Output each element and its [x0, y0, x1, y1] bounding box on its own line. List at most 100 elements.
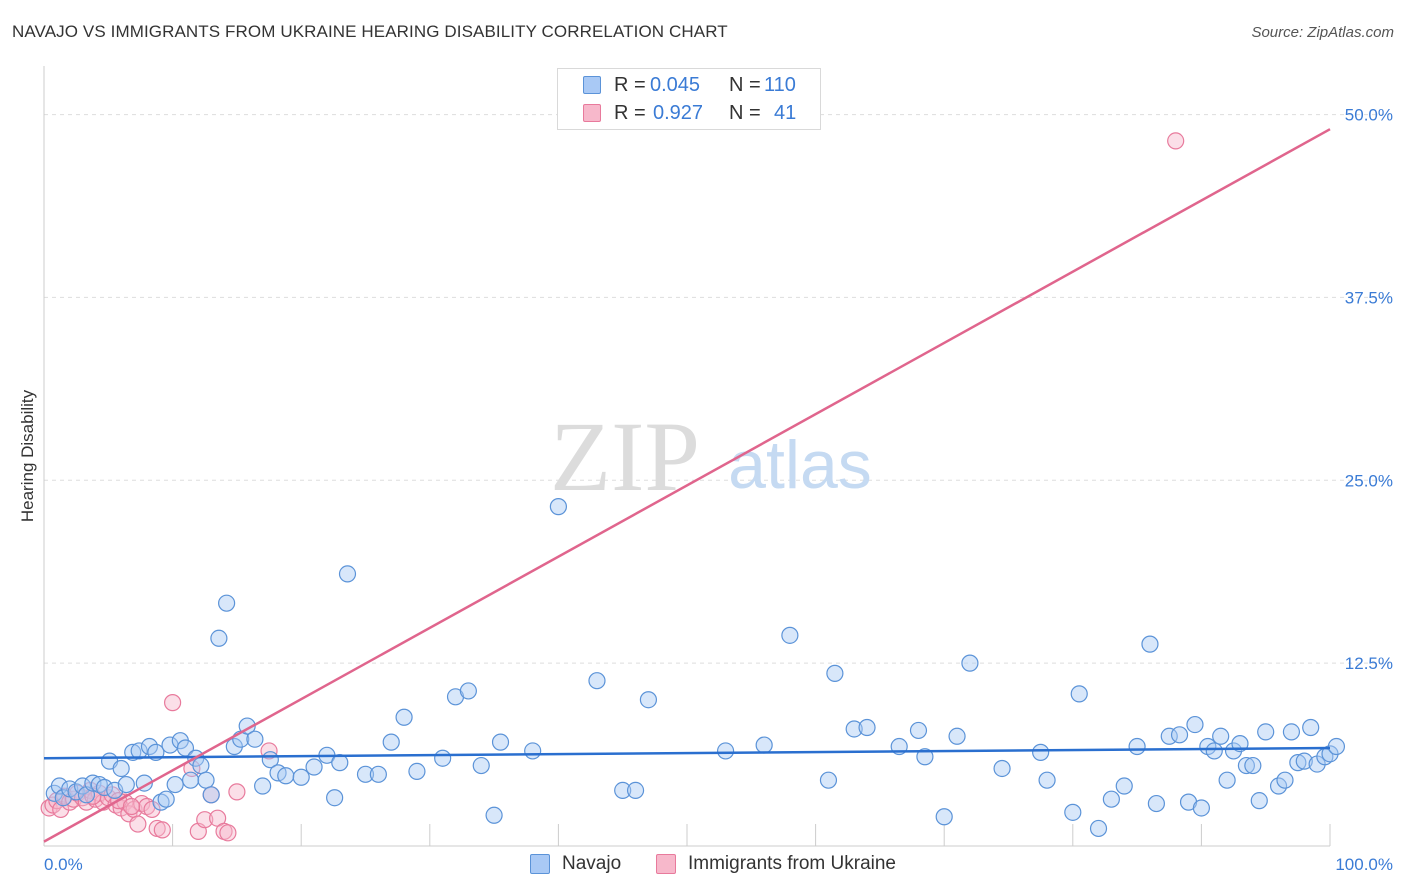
ukraine-point	[153, 821, 171, 839]
bottom-legend-swatch-ukraine	[656, 854, 676, 874]
navajo-point	[1205, 742, 1223, 760]
navajo-point	[166, 775, 184, 794]
navajo-point	[246, 730, 264, 748]
navajo-point	[197, 771, 215, 789]
navajo-point	[1102, 790, 1120, 808]
chart-title: NAVAJO VS IMMIGRANTS FROM UKRAINE HEARIN…	[12, 22, 728, 41]
navajo-point	[292, 768, 310, 786]
y-tick-label: 50.0%	[1345, 106, 1393, 125]
navajo-point	[434, 749, 452, 767]
navajo-point	[1269, 777, 1288, 795]
legend-n-value: 41	[774, 102, 797, 124]
navajo-point	[485, 806, 503, 824]
ukraine-point	[129, 815, 147, 833]
navajo-point	[140, 737, 159, 756]
navajo-point	[202, 786, 220, 804]
navajo-point	[491, 733, 510, 751]
navajo-point	[152, 793, 170, 811]
navajo-point	[130, 742, 148, 760]
navajo-point	[408, 762, 426, 780]
navajo-point	[90, 775, 108, 794]
navajo-point	[95, 778, 114, 797]
navajo-point	[331, 754, 349, 772]
legend-n-label: N =	[729, 102, 761, 124]
navajo-point	[277, 767, 295, 785]
navajo-point	[1147, 794, 1165, 813]
navajo-point	[369, 765, 387, 783]
navajo-point	[1257, 723, 1275, 741]
grid-lines	[44, 114, 1390, 664]
navajo-point	[254, 777, 272, 795]
y-tick-label: 25.0%	[1345, 471, 1393, 490]
navajo-point	[1327, 737, 1346, 756]
watermark: ZIP atlas	[550, 401, 872, 512]
trend-lines	[43, 128, 1331, 843]
ukraine-point	[164, 694, 182, 712]
navajo-point	[459, 682, 477, 700]
legend-r-value: 0.927	[653, 102, 704, 124]
ukraine-point	[133, 794, 151, 813]
navajo-point	[218, 594, 236, 612]
navajo-point	[117, 775, 135, 794]
navajo-points	[45, 498, 1346, 838]
navajo-point	[1038, 771, 1056, 789]
navajo-point	[819, 771, 838, 789]
navajo-point	[182, 771, 200, 789]
navajo-point	[305, 758, 323, 776]
watermark-atlas: atlas	[728, 427, 872, 503]
legend-n-label: N =	[729, 74, 761, 96]
navajo-point	[1141, 635, 1159, 653]
navajo-point	[716, 742, 735, 760]
ukraine-point	[260, 742, 278, 760]
navajo-point	[588, 672, 606, 690]
navajo-point	[1295, 752, 1313, 770]
navajo-point	[210, 629, 228, 647]
navajo-point	[73, 777, 92, 795]
ukraine-point	[143, 800, 161, 819]
navajo-trend-line	[43, 746, 1331, 760]
navajo-point	[993, 759, 1011, 778]
navajo-point	[948, 727, 966, 745]
navajo-point	[1244, 756, 1262, 775]
ukraine-trend-line	[43, 128, 1331, 843]
tick-labels: 12.5% 25.0% 37.5% 50.0% 0.0% 100.0%	[44, 106, 1393, 874]
navajo-point	[781, 626, 799, 644]
navajo-point	[826, 664, 844, 682]
ukraine-point	[122, 797, 141, 816]
watermark-zip: ZIP	[550, 401, 700, 512]
navajo-point	[356, 765, 375, 783]
navajo-point	[1218, 771, 1236, 789]
navajo-point	[1064, 803, 1082, 821]
navajo-point	[382, 733, 400, 751]
navajo-point	[755, 736, 773, 754]
navajo-point	[1282, 723, 1301, 741]
navajo-point	[1289, 754, 1307, 772]
legend-row-navajo: R = 0.045 N = 110	[558, 73, 820, 99]
navajo-point	[112, 759, 130, 778]
navajo-point	[935, 808, 953, 826]
navajo-point	[614, 781, 632, 800]
ukraine-point	[196, 811, 214, 829]
navajo-point	[326, 789, 344, 807]
navajo-point	[472, 756, 490, 775]
navajo-point	[1128, 737, 1146, 756]
legend-row-ukraine: R = 0.927 N = 41	[558, 101, 820, 127]
navajo-point	[67, 783, 85, 801]
ukraine-point	[219, 824, 237, 842]
navajo-point	[192, 756, 210, 775]
ukraine-point	[228, 783, 246, 801]
x-tick-label-right: 100.0%	[1335, 855, 1393, 874]
source-label: Source: ZipAtlas.com	[1251, 24, 1394, 41]
bottom-legend-label-ukraine: Immigrants from Ukraine	[688, 853, 896, 874]
bottom-legend-label-navajo: Navajo	[562, 853, 622, 874]
bottom-legend-swatch-navajo	[530, 854, 550, 874]
navajo-point	[1302, 718, 1320, 737]
legend-r-label: R =	[614, 102, 646, 124]
navajo-point	[1032, 743, 1050, 761]
navajo-point	[338, 565, 357, 583]
axes	[43, 66, 1331, 847]
y-tick-label: 12.5%	[1345, 654, 1393, 673]
legend-swatch-ukraine	[583, 104, 601, 122]
navajo-point	[639, 691, 658, 709]
